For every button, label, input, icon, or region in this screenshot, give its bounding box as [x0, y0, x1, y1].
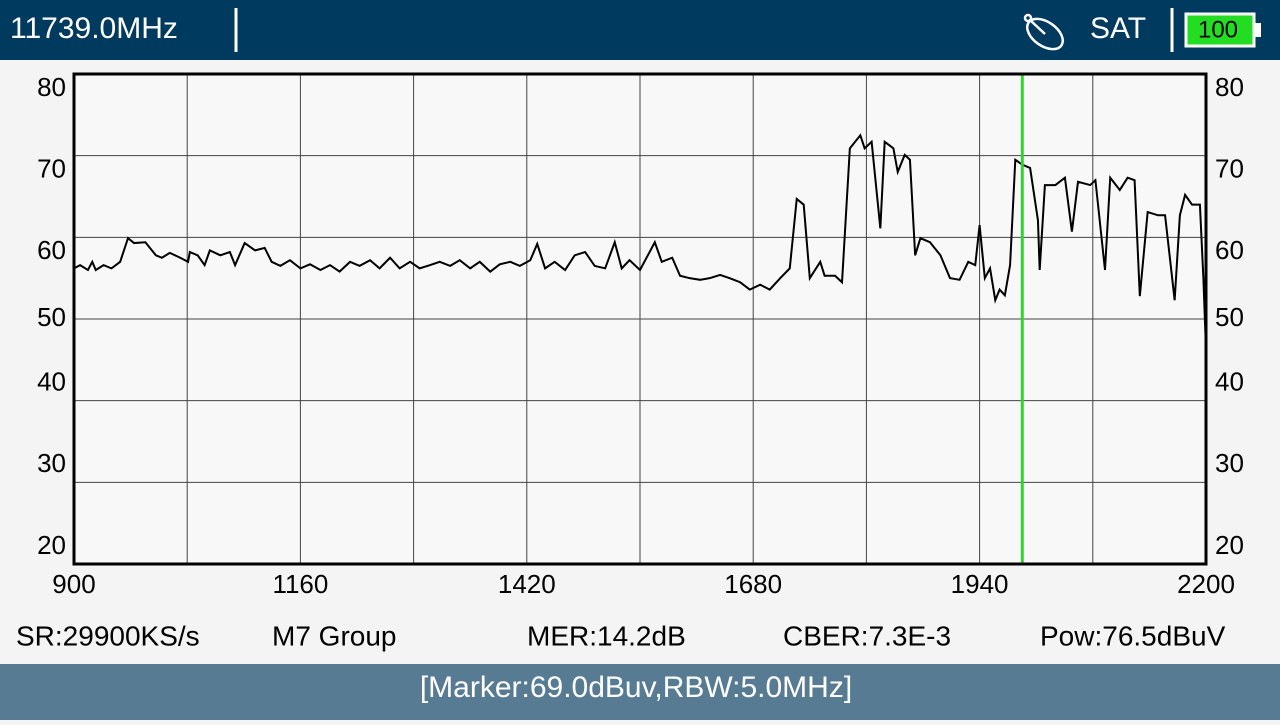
mode: SAT — [1090, 12, 1146, 45]
x-tick-label: 900 — [52, 569, 95, 599]
y-tick-label: 40 — [37, 367, 66, 397]
y-tick-label: 60 — [37, 235, 66, 265]
x-tick-label: 1420 — [498, 569, 556, 599]
y2-tick-label: 80 — [1215, 72, 1244, 102]
plot-frame — [72, 72, 1208, 566]
trace — [73, 133, 1207, 351]
info-item: MER:14.2dB — [527, 620, 686, 651]
status-text: [Marker:69.0dBuv,RBW:5.0MHz] — [420, 671, 852, 704]
x-tick-label: 1160 — [272, 569, 328, 599]
battery-level: 100 — [1198, 16, 1238, 43]
info-item: CBER:7.3E-3 — [783, 620, 951, 651]
y2-tick-label: 40 — [1215, 367, 1244, 397]
satellite-icon — [1023, 13, 1065, 51]
info-item: SR:29900KS/s — [16, 620, 200, 651]
y-tick-label: 80 — [37, 72, 66, 102]
status-bar — [0, 664, 1280, 720]
y2-tick-label: 60 — [1215, 235, 1244, 265]
plot: 20 20 30 30 40 40 50 50 60 60 70 70 80 80 900 1160 1420 1… — [37, 72, 1244, 599]
battery — [1184, 12, 1256, 48]
x-tick-label: 2200 — [1177, 569, 1235, 599]
y2-tick-label: 30 — [1215, 448, 1244, 478]
y-tick-label: 50 — [37, 302, 66, 332]
battery-tip — [1255, 23, 1261, 37]
x-tick-label: 1940 — [951, 569, 1009, 599]
x-tick-label: 1680 — [724, 569, 782, 599]
info-row: SR:29900KS/s M7 Group MER:14.2dB CBER:7.3E-… — [16, 620, 1226, 651]
y-tick-label: 20 — [37, 530, 66, 560]
frequency: 11739.0MHz — [10, 12, 178, 45]
info-item: Pow:76.5dBuV — [1040, 620, 1226, 651]
y2-tick-label: 50 — [1215, 302, 1244, 332]
y-tick-label: 30 — [37, 448, 66, 478]
y2-tick-label: 70 — [1215, 154, 1244, 184]
y2-tick-label: 20 — [1215, 530, 1244, 560]
info-item: M7 Group — [272, 620, 397, 651]
y-tick-label: 70 — [37, 154, 66, 184]
header-bar — [0, 0, 1280, 60]
